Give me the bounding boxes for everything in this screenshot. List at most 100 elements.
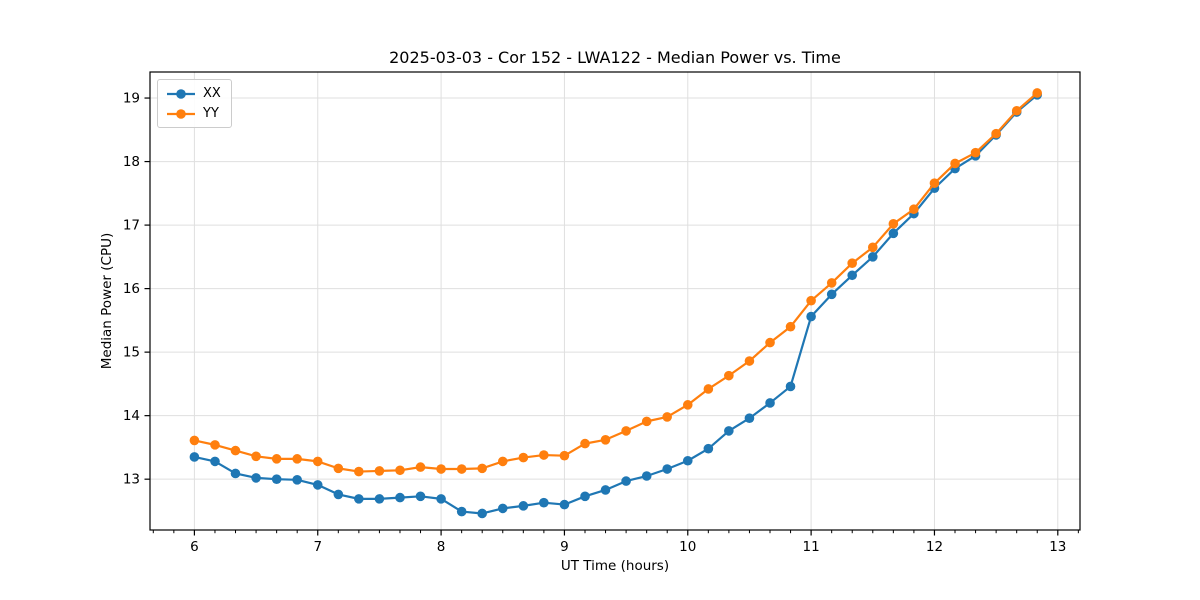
data-point-xx [497, 503, 508, 514]
data-point-yy [641, 416, 652, 427]
data-point-xx [292, 475, 302, 485]
data-point-yy [539, 450, 549, 460]
data-point-yy [600, 435, 611, 445]
x-tick-label: 10 [679, 539, 696, 555]
legend-item-xx: XX [166, 86, 221, 101]
legend-item-yy: YY [166, 106, 221, 121]
y-tick-label: 15 [123, 345, 140, 361]
data-point-xx [456, 506, 467, 517]
data-point-yy [1011, 105, 1022, 116]
data-point-yy [888, 219, 899, 229]
data-point-yy [621, 426, 631, 436]
data-point-xx [724, 426, 734, 436]
y-tick-label: 16 [123, 281, 140, 297]
data-point-yy [909, 204, 919, 215]
x-axis-label: UT Time (hours) [560, 558, 670, 574]
data-point-xx [682, 455, 693, 466]
series-line-xx [194, 94, 1038, 515]
data-point-xx [826, 289, 837, 300]
data-point-yy [292, 454, 302, 464]
y-tick-label: 17 [123, 218, 140, 234]
data-point-xx [415, 491, 426, 502]
data-point-xx [703, 443, 714, 454]
y-tick-label: 18 [123, 154, 140, 170]
data-point-xx [189, 452, 200, 462]
x-tick-label: 6 [190, 539, 199, 555]
data-point-xx [621, 476, 631, 486]
data-point-yy [395, 465, 405, 476]
data-point-yy [210, 440, 220, 450]
x-tick-label: 13 [1049, 539, 1066, 555]
data-point-xx [559, 499, 570, 510]
data-point-yy [374, 466, 385, 476]
data-point-xx [210, 456, 220, 467]
data-point-yy [785, 321, 796, 332]
x-tick-label: 12 [926, 539, 943, 555]
data-point-yy [497, 456, 508, 467]
legend-label-xx: XX [203, 86, 221, 101]
data-point-xx [354, 494, 364, 504]
data-point-yy [271, 454, 282, 464]
series-line-yy [194, 92, 1038, 473]
data-point-xx [251, 473, 261, 483]
data-point-xx [600, 485, 611, 495]
data-point-yy [929, 178, 940, 188]
data-point-yy [867, 242, 878, 253]
data-point-yy [333, 463, 344, 474]
data-point-yy [251, 451, 261, 462]
y-axis-label: Median Power (CPU) [99, 232, 115, 370]
data-point-yy [559, 450, 570, 461]
data-point-yy [456, 464, 467, 474]
data-point-xx [867, 252, 878, 262]
data-point-xx [518, 501, 529, 511]
data-point-yy [189, 435, 200, 446]
legend-label-yy: YY [203, 106, 219, 121]
data-point-xx [271, 474, 282, 484]
legend: XX YY [157, 79, 232, 128]
data-point-xx [641, 471, 652, 481]
data-point-yy [744, 356, 755, 366]
x-tick-label: 11 [803, 539, 820, 555]
data-point-yy [436, 464, 446, 474]
data-point-xx [744, 413, 755, 424]
data-point-yy [847, 258, 857, 269]
data-point-yy [950, 158, 960, 169]
data-point-xx [765, 398, 775, 408]
legend-swatch-yy-icon [167, 108, 195, 119]
data-point-xx [888, 228, 899, 239]
data-point-xx [662, 464, 672, 474]
data-point-xx [312, 480, 323, 490]
data-point-xx [806, 311, 816, 322]
data-point-yy [970, 147, 981, 158]
data-point-xx [477, 508, 487, 519]
data-point-xx [230, 468, 241, 479]
data-point-xx [333, 489, 344, 500]
axes-frame [149, 71, 1081, 531]
y-tick-label: 14 [123, 408, 140, 424]
data-point-yy [312, 456, 323, 467]
data-point-yy [703, 384, 714, 394]
data-point-yy [724, 370, 734, 381]
data-point-yy [477, 463, 487, 474]
data-point-yy [1032, 88, 1042, 98]
x-tick-label: 7 [313, 539, 322, 555]
data-point-yy [682, 400, 693, 410]
x-tick-label: 8 [437, 539, 446, 555]
data-point-yy [230, 445, 241, 456]
data-point-yy [806, 295, 816, 306]
data-point-yy [518, 452, 529, 463]
data-point-xx [539, 497, 549, 508]
y-tick-label: 13 [123, 472, 140, 488]
data-point-yy [415, 462, 426, 472]
data-point-yy [662, 412, 672, 422]
data-point-yy [580, 438, 590, 449]
data-point-xx [374, 494, 385, 504]
data-point-xx [436, 494, 446, 504]
data-point-xx [847, 270, 857, 281]
data-point-xx [395, 492, 405, 503]
legend-swatch-xx-icon [167, 88, 195, 99]
data-point-xx [580, 491, 590, 502]
x-tick-label: 9 [560, 539, 569, 555]
